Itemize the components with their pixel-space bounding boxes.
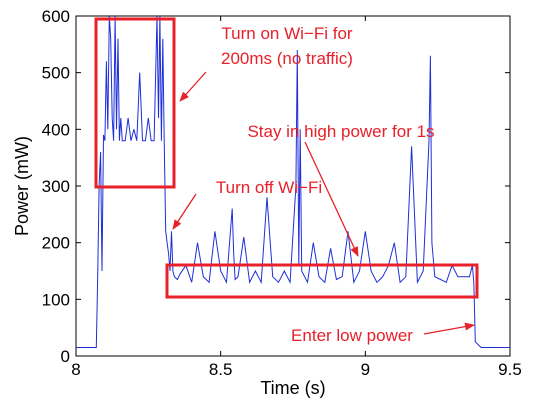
y-tick-label: 600	[42, 7, 70, 26]
y-tick-label: 400	[42, 120, 70, 139]
wifi-off-arrow	[172, 193, 197, 230]
y-tick-label: 300	[42, 177, 70, 196]
x-tick-label: 8	[71, 360, 80, 379]
active-period-box	[165, 263, 479, 299]
x-axis-label: Time (s)	[260, 378, 325, 398]
y-axis-label: Power (mW)	[12, 136, 32, 236]
annotation-wifi-on-line1: Turn on Wi−Fi for	[221, 24, 352, 43]
annotation-high-power: Stay in high power for 1s	[247, 122, 434, 141]
high-power-arrow	[304, 141, 359, 257]
y-tick-label: 200	[42, 234, 70, 253]
wifi-on-arrow	[179, 71, 207, 102]
power-series-line	[76, 15, 510, 348]
y-tick-label: 100	[42, 290, 70, 309]
y-tick-label: 0	[61, 347, 70, 366]
annotation-wifi-off: Turn off Wi−Fi	[216, 178, 322, 197]
data-layer	[76, 15, 510, 348]
annotation-layer: Turn on Wi−Fi for 200ms (no traffic) Stay …	[94, 17, 479, 345]
x-tick-label: 9.5	[498, 360, 522, 379]
ticks-layer: 8 8.5 9 9.5 0 100 200 300 400 500 600	[42, 7, 522, 379]
x-tick-label: 8.5	[209, 360, 233, 379]
x-tick-label: 9	[361, 360, 370, 379]
annotation-low-power: Enter low power	[291, 326, 413, 345]
annotation-wifi-on-line2: 200ms (no traffic)	[221, 49, 353, 68]
low-power-arrow	[423, 322, 475, 335]
y-tick-label: 500	[42, 64, 70, 83]
high-power-box	[94, 17, 176, 189]
